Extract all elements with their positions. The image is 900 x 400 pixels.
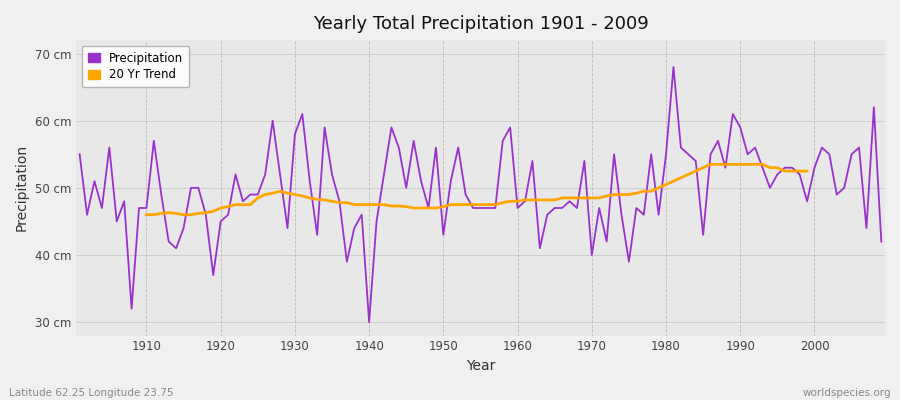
Title: Yearly Total Precipitation 1901 - 2009: Yearly Total Precipitation 1901 - 2009 xyxy=(312,15,648,33)
X-axis label: Year: Year xyxy=(466,359,495,373)
Legend: Precipitation, 20 Yr Trend: Precipitation, 20 Yr Trend xyxy=(82,46,189,87)
Text: Latitude 62.25 Longitude 23.75: Latitude 62.25 Longitude 23.75 xyxy=(9,388,174,398)
Text: worldspecies.org: worldspecies.org xyxy=(803,388,891,398)
Y-axis label: Precipitation: Precipitation xyxy=(15,144,29,232)
